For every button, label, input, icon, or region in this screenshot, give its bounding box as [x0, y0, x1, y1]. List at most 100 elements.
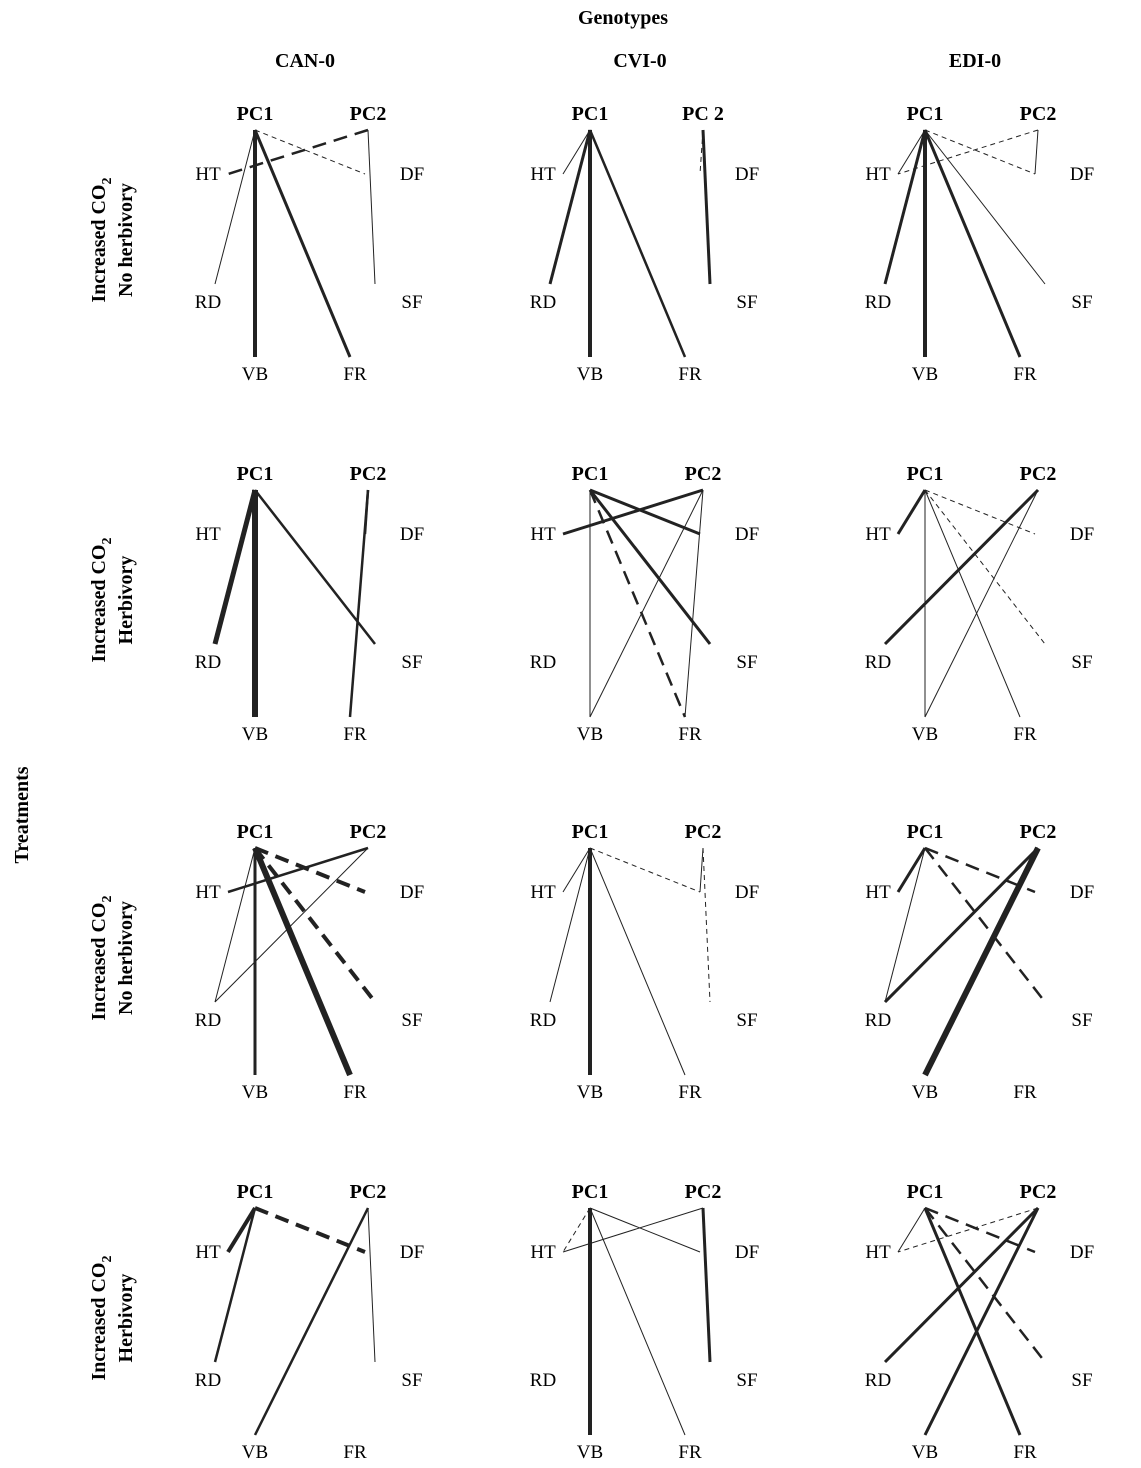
link-pc2-rd	[883, 488, 1040, 646]
pc-label: PC1	[907, 103, 944, 125]
link-pc2-ht	[227, 128, 369, 176]
treatment-line1-text: Increased CO	[88, 185, 110, 303]
trait-label-ht: HT	[530, 882, 556, 903]
trait-label-rd: RD	[865, 652, 891, 673]
trait-label-rd: RD	[195, 652, 221, 673]
pc-label: PC1	[907, 1181, 944, 1203]
link-pc2-vb	[253, 1207, 370, 1436]
treatment-subscript: 2	[100, 896, 115, 903]
link-pc2-sf	[701, 129, 712, 285]
link-pc1-fr	[588, 489, 687, 718]
trait-label-df: DF	[400, 882, 424, 903]
treatment-line1-text: Increased CO	[88, 1263, 110, 1381]
link-pc2-vb	[589, 489, 704, 718]
pc-label: PC2	[1020, 1181, 1057, 1203]
pc-label: PC2	[685, 821, 722, 843]
panel: PC1 PC2 HT DF RD SF VB FR	[865, 821, 1094, 1103]
treatment-line1: Increased CO2	[88, 178, 115, 303]
link-pc1-ht	[896, 489, 927, 535]
link-pc1-rd	[214, 129, 256, 285]
trait-label-ht: HT	[195, 524, 221, 545]
trait-label-ht: HT	[865, 164, 891, 185]
pc-label: PC1	[907, 821, 944, 843]
trait-label-rd: RD	[195, 1010, 221, 1031]
trait-label-df: DF	[735, 524, 759, 545]
genotype-header: CVI-0	[613, 50, 666, 72]
trait-label-rd: RD	[530, 652, 556, 673]
link-pc1-df	[589, 488, 701, 536]
trait-label-sf: SF	[1071, 1370, 1092, 1391]
link-pc1-ht	[562, 1207, 591, 1253]
treatment-subscript: 2	[100, 538, 115, 545]
link-pc1-df	[924, 489, 1036, 535]
trait-label-df: DF	[735, 882, 759, 903]
trait-label-fr: FR	[343, 1442, 367, 1463]
trait-label-sf: SF	[401, 1370, 422, 1391]
link-pc2-rd	[214, 847, 369, 1003]
link-pc1-rd	[212, 489, 258, 645]
trait-label-sf: SF	[1071, 652, 1092, 673]
link-pc1-fr	[253, 129, 352, 358]
link-pc1-fr	[252, 846, 353, 1077]
link-pc1-df	[254, 1206, 366, 1254]
panel: PC1 PC2 HT DF RD SF VB FR	[865, 463, 1094, 745]
pc-label: PC1	[237, 821, 274, 843]
link-pc1-df	[924, 1206, 1036, 1254]
trait-label-rd: RD	[195, 292, 221, 313]
link-pc2-fr	[684, 489, 704, 718]
link-pc2-ht	[562, 488, 704, 536]
link-pc1-rd	[883, 129, 927, 285]
link-pc1-df	[254, 129, 366, 175]
link-pc2-df	[699, 129, 704, 175]
trait-label-sf: SF	[401, 1010, 422, 1031]
treatment-line1: Increased CO2	[88, 1256, 115, 1381]
link-pc1-rd	[213, 1207, 257, 1363]
genotype-header: EDI-0	[949, 50, 1001, 72]
panel: PC1 PC 2 HT DF RD SF VB FR	[530, 103, 759, 385]
panel: PC1 PC2 HT DF RD SF VB FR	[865, 103, 1094, 385]
pc-label: PC2	[1020, 103, 1057, 125]
trait-label-vb: VB	[912, 1082, 938, 1103]
panel: PC1 PC2 HT DF RD SF VB FR	[865, 1181, 1094, 1463]
trait-label-fr: FR	[1013, 724, 1037, 745]
panel: PC1 PC2 HT DF RD SF VB FR	[195, 463, 424, 745]
trait-label-ht: HT	[865, 1242, 891, 1263]
panel: PC1 PC2 HT DF RD SF VB FR	[195, 821, 424, 1103]
link-pc2-sf	[701, 1207, 712, 1363]
trait-label-rd: RD	[865, 292, 891, 313]
pc-label: PC2	[685, 463, 722, 485]
figure-title: Genotypes	[578, 7, 668, 29]
trait-label-df: DF	[400, 524, 424, 545]
trait-label-fr: FR	[678, 364, 702, 385]
trait-label-vb: VB	[242, 364, 268, 385]
link-pc2-vb	[923, 1207, 1040, 1436]
pc-label: PC2	[685, 1181, 722, 1203]
trait-label-df: DF	[735, 1242, 759, 1263]
trait-label-fr: FR	[678, 1442, 702, 1463]
trait-label-rd: RD	[195, 1370, 221, 1391]
link-pc1-df	[254, 846, 366, 894]
link-pc2-ht	[897, 1207, 1039, 1253]
link-pc1-sf	[254, 489, 376, 645]
pc-label: PC2	[350, 103, 387, 125]
trait-label-vb: VB	[912, 1442, 938, 1463]
trait-label-vb: VB	[242, 1082, 268, 1103]
trait-label-df: DF	[1070, 164, 1094, 185]
trait-label-fr: FR	[678, 1082, 702, 1103]
pc-label: PC2	[1020, 821, 1057, 843]
pc-label: PC1	[907, 463, 944, 485]
link-pc2-df	[1034, 129, 1039, 175]
link-pc1-rd	[884, 847, 926, 1003]
pc-label: PC1	[572, 103, 609, 125]
trait-label-df: DF	[400, 1242, 424, 1263]
link-pc1-sf	[253, 846, 377, 1004]
trait-label-sf: SF	[401, 292, 422, 313]
link-pc2-df	[699, 847, 704, 893]
trait-label-df: DF	[1070, 524, 1094, 545]
